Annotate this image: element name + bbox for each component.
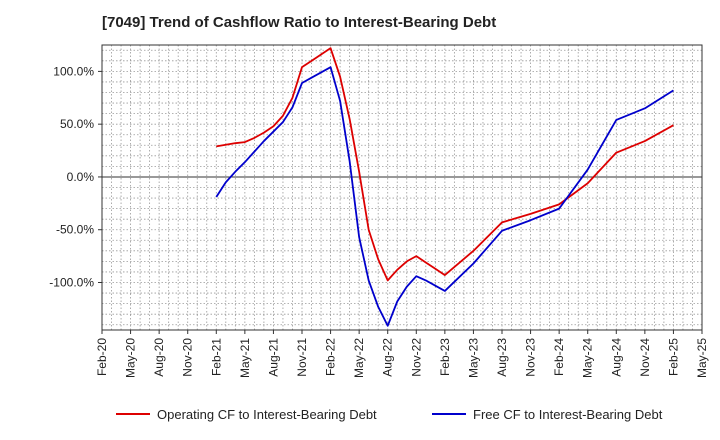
legend-label-free-cf: Free CF to Interest-Bearing Debt [473, 407, 663, 422]
x-tick-label: Feb-23 [438, 338, 452, 376]
x-tick-label: May-23 [466, 338, 480, 378]
x-tick-label: May-25 [695, 338, 709, 378]
series [215, 47, 674, 327]
series-line-free-cf [215, 66, 674, 327]
legend: Operating CF to Interest-Bearing Debt Fre… [116, 407, 663, 422]
x-tick-label: Nov-20 [181, 338, 195, 377]
x-tick-label: Feb-20 [95, 338, 109, 376]
tick-labels: 100.0% 50.0% 0.0% -50.0% -100.0% Feb-20 May-20… [49, 64, 709, 378]
y-tick-label: -100.0% [49, 276, 94, 290]
x-tick-label: May-21 [238, 338, 252, 378]
x-tick-label: Nov-22 [409, 338, 423, 377]
x-tick-label: Aug-20 [152, 338, 166, 377]
axes [98, 44, 703, 334]
x-tick-label: May-22 [352, 338, 366, 378]
y-tick-label: 0.0% [67, 170, 95, 184]
series-line-operating-cf [216, 47, 674, 282]
y-tick-label: 50.0% [60, 117, 94, 131]
x-tick-label: Nov-23 [524, 338, 538, 377]
y-tick-label: -50.0% [56, 223, 94, 237]
x-tick-label: May-24 [581, 338, 595, 378]
x-tick-label: Aug-21 [266, 338, 280, 377]
x-tick-label: Aug-24 [609, 338, 623, 377]
plot-frame [101, 44, 703, 331]
x-tick-label: Nov-24 [638, 338, 652, 377]
x-tick-label: Feb-21 [209, 338, 223, 376]
x-tick-label: Feb-22 [324, 338, 338, 376]
chart-title: [7049] Trend of Cashflow Ratio to Intere… [102, 14, 497, 31]
x-tick-label: May-20 [124, 338, 138, 378]
legend-label-operating-cf: Operating CF to Interest-Bearing Debt [157, 407, 377, 422]
y-tick-label: 100.0% [53, 64, 94, 78]
grid [101, 45, 703, 330]
x-tick-label: Aug-23 [495, 338, 509, 377]
x-tick-label: Nov-21 [295, 338, 309, 377]
x-tick-label: Aug-22 [381, 338, 395, 377]
x-tick-label: Feb-25 [666, 338, 680, 376]
x-tick-label: Feb-24 [552, 338, 566, 376]
